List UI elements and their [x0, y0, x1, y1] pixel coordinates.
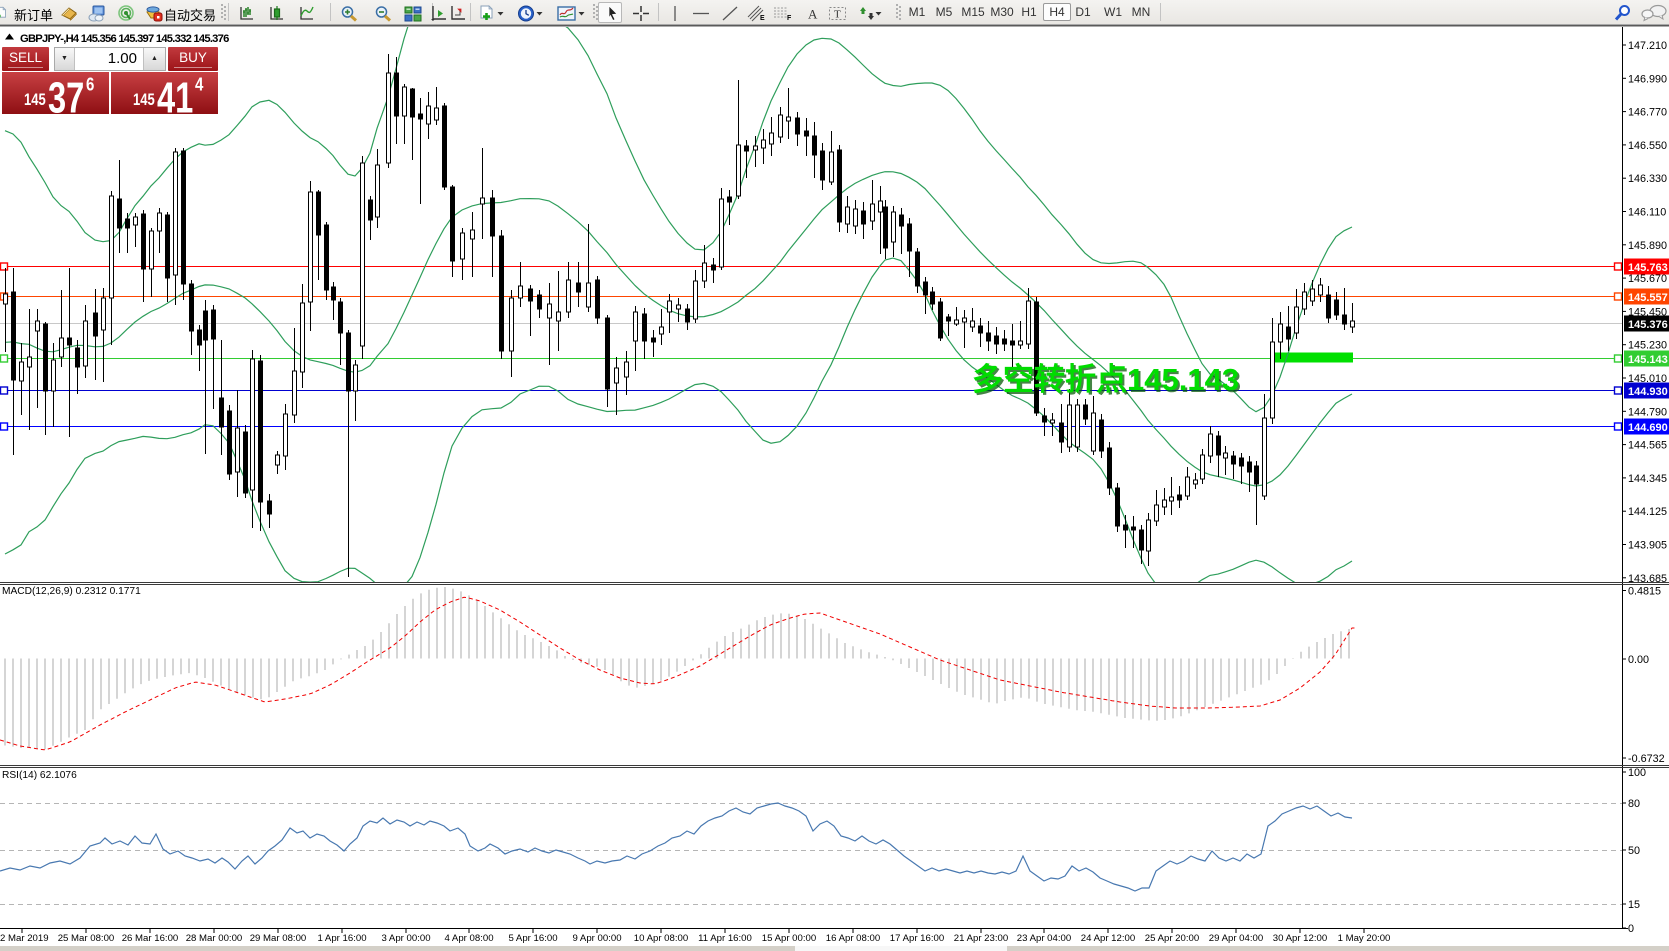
svg-text:0.4815: 0.4815	[1628, 586, 1661, 598]
svg-text:1 Apr 16:00: 1 Apr 16:00	[317, 933, 366, 944]
svg-text:144.345: 144.345	[1628, 473, 1667, 485]
svg-text:145.450: 145.450	[1628, 306, 1667, 318]
svg-text:26 Mar 16:00: 26 Mar 16:00	[122, 933, 179, 944]
svg-text:147.210: 147.210	[1628, 40, 1667, 52]
svg-text:143.685: 143.685	[1628, 573, 1667, 585]
svg-text:25 Apr 20:00: 25 Apr 20:00	[1145, 933, 1199, 944]
svg-text:T: T	[834, 8, 841, 20]
svg-text:3 Apr 00:00: 3 Apr 00:00	[381, 933, 430, 944]
svg-text:144.930: 144.930	[1628, 386, 1668, 398]
svg-text:17 Apr 16:00: 17 Apr 16:00	[890, 933, 944, 944]
svg-text:144.125: 144.125	[1628, 506, 1667, 518]
svg-text:30 Apr 12:00: 30 Apr 12:00	[1273, 933, 1327, 944]
svg-text:145.557: 145.557	[1628, 292, 1668, 304]
svg-text:16 Apr 08:00: 16 Apr 08:00	[826, 933, 880, 944]
svg-text:MACD(12,26,9) 0.2312 0.1771: MACD(12,26,9) 0.2312 0.1771	[2, 586, 141, 597]
svg-text:100: 100	[1628, 767, 1646, 779]
svg-text:145.143: 145.143	[1628, 354, 1668, 366]
svg-text:1 May 20:00: 1 May 20:00	[1338, 933, 1391, 944]
svg-text:145.670: 145.670	[1628, 273, 1667, 285]
svg-text:145.010: 145.010	[1628, 373, 1667, 385]
svg-text:24 Apr 12:00: 24 Apr 12:00	[1081, 933, 1135, 944]
svg-text:144.690: 144.690	[1628, 422, 1668, 434]
svg-text:GBPJPY-,H4 145.356 145.397 14: GBPJPY-,H4 145.356 145.397 145.332 145.3…	[20, 33, 229, 45]
svg-text:多空转折点145.143: 多空转折点145.143	[974, 364, 1241, 399]
svg-text:A: A	[808, 6, 818, 21]
svg-text:5 Apr 16:00: 5 Apr 16:00	[508, 933, 557, 944]
svg-text:25 Mar 08:00: 25 Mar 08:00	[58, 933, 115, 944]
svg-text:29 Apr 04:00: 29 Apr 04:00	[1209, 933, 1263, 944]
svg-text:4 Apr 08:00: 4 Apr 08:00	[444, 933, 493, 944]
svg-text:50: 50	[1628, 845, 1640, 857]
svg-text:0: 0	[1628, 923, 1634, 935]
svg-text:11 Apr 16:00: 11 Apr 16:00	[698, 933, 752, 944]
svg-text:146.770: 146.770	[1628, 107, 1667, 119]
svg-text:143.905: 143.905	[1628, 540, 1667, 552]
svg-text:15: 15	[1628, 899, 1640, 911]
svg-text:144.790: 144.790	[1628, 406, 1667, 418]
svg-text:144.565: 144.565	[1628, 440, 1667, 452]
svg-text:23 Apr 04:00: 23 Apr 04:00	[1017, 933, 1071, 944]
svg-text:29 Mar 08:00: 29 Mar 08:00	[250, 933, 307, 944]
svg-text:146.330: 146.330	[1628, 173, 1667, 185]
svg-text:F: F	[787, 15, 792, 22]
svg-text:E: E	[760, 15, 765, 22]
svg-text:28 Mar 00:00: 28 Mar 00:00	[186, 933, 243, 944]
svg-text:9 Apr 00:00: 9 Apr 00:00	[572, 933, 621, 944]
svg-text:146.990: 146.990	[1628, 73, 1667, 85]
svg-text:10 Apr 08:00: 10 Apr 08:00	[634, 933, 688, 944]
svg-text:146.110: 146.110	[1628, 207, 1666, 219]
svg-text:多空转折点145.143: 多空转折点145.143	[972, 362, 1239, 397]
svg-text:RSI(14) 62.1076: RSI(14) 62.1076	[2, 770, 77, 781]
svg-text:2 Mar 2019: 2 Mar 2019	[0, 933, 49, 944]
svg-text:145.230: 145.230	[1628, 340, 1667, 352]
svg-text:21 Apr 23:00: 21 Apr 23:00	[954, 933, 1008, 944]
svg-text:-0.6732: -0.6732	[1628, 753, 1665, 765]
svg-text:15 Apr 00:00: 15 Apr 00:00	[762, 933, 816, 944]
svg-text:80: 80	[1628, 798, 1640, 810]
svg-text:145.376: 145.376	[1628, 319, 1668, 331]
svg-text:145.890: 145.890	[1628, 240, 1667, 252]
svg-text:0.00: 0.00	[1628, 654, 1649, 666]
svg-text:146.550: 146.550	[1628, 140, 1667, 152]
svg-text:145.763: 145.763	[1628, 262, 1668, 274]
